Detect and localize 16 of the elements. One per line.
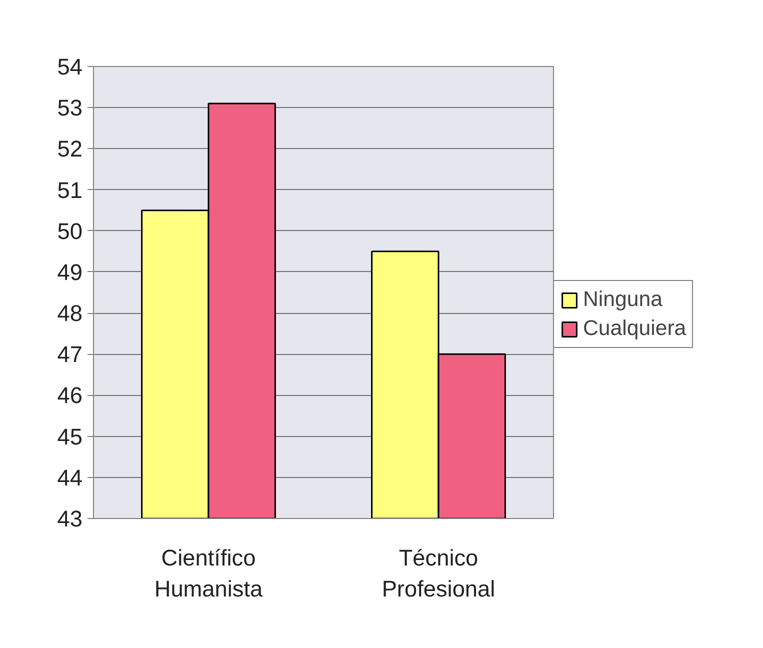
y-tick-label: 44 xyxy=(57,464,82,490)
legend-label: Ninguna xyxy=(583,287,662,312)
y-tick-label: 48 xyxy=(57,300,82,326)
y-tick-label: 50 xyxy=(57,218,82,244)
y-tick-label: 52 xyxy=(57,136,82,162)
y-tick-label: 47 xyxy=(57,341,82,368)
y-tick-label: 45 xyxy=(57,423,82,450)
y-tick-label: 46 xyxy=(57,382,82,408)
y-tick-label: 43 xyxy=(57,506,82,532)
x-tick-label: Técnico Profesional xyxy=(382,544,496,602)
y-tick-label: 51 xyxy=(57,176,82,203)
y-tick-label: 49 xyxy=(57,258,82,285)
y-tick-label: 53 xyxy=(57,94,82,121)
y-tick-label: 54 xyxy=(57,54,82,80)
x-tick-label: Científico Humanista xyxy=(154,544,264,602)
legend-label: Cualquiera xyxy=(583,316,686,341)
